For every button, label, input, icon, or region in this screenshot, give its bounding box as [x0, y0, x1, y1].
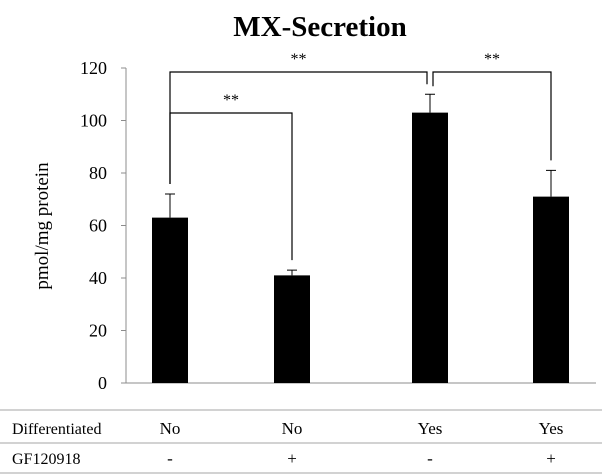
- y-tick-label: 120: [80, 58, 107, 78]
- condition-table: Differentiated No No Yes Yes GF120918 - + - +: [0, 409, 602, 474]
- table-row-label: GF120918: [12, 451, 80, 468]
- table-cell: No: [160, 419, 181, 438]
- y-tick-label: 80: [89, 163, 107, 183]
- table-cell: No: [282, 419, 303, 438]
- chart-title: MX-Secretion: [233, 11, 406, 43]
- table-cell: Yes: [539, 419, 564, 438]
- table-cell: Yes: [418, 419, 443, 438]
- bar-3: [412, 112, 448, 383]
- significance-label: **: [223, 92, 239, 109]
- significance-label: **: [484, 51, 500, 68]
- y-tick-label: 100: [80, 111, 107, 131]
- y-axis-label: pmol/mg protein: [32, 162, 53, 290]
- table-cell: -: [167, 449, 173, 468]
- significance-label: **: [291, 51, 307, 68]
- significance-bracket: [169, 71, 428, 184]
- table-cell: +: [287, 449, 297, 468]
- y-tick-label: 0: [98, 373, 107, 393]
- table-cell: +: [546, 449, 556, 468]
- significance-bracket: [169, 112, 293, 261]
- bar-1: [152, 217, 188, 383]
- bar-2: [274, 275, 310, 383]
- bar-4: [533, 196, 569, 383]
- y-tick-label: 20: [89, 321, 107, 341]
- significance-bracket: [432, 71, 552, 161]
- y-tick-label: 60: [89, 216, 107, 236]
- table-cell: -: [427, 449, 433, 468]
- table-row-label: Differentiated: [12, 421, 101, 438]
- y-tick-label: 40: [89, 268, 107, 288]
